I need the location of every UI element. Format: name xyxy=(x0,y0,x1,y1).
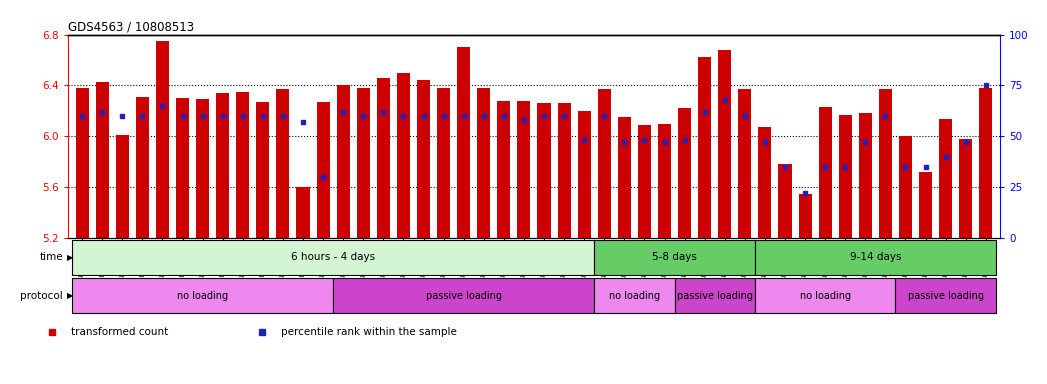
Bar xyxy=(296,187,310,238)
Bar xyxy=(618,117,631,238)
Bar xyxy=(779,164,792,238)
Bar xyxy=(257,102,269,238)
Bar xyxy=(598,89,610,238)
Bar xyxy=(979,88,993,238)
Bar xyxy=(878,89,892,238)
Text: percentile rank within the sample: percentile rank within the sample xyxy=(281,327,456,337)
Bar xyxy=(458,47,470,238)
Bar xyxy=(357,88,370,238)
Text: passive loading: passive loading xyxy=(908,291,984,301)
Bar xyxy=(755,240,996,275)
Bar xyxy=(919,172,932,238)
Bar xyxy=(674,278,755,313)
Bar xyxy=(558,103,571,238)
Bar xyxy=(377,78,389,238)
Bar xyxy=(237,92,249,238)
Bar xyxy=(176,98,190,238)
Bar xyxy=(658,124,671,238)
Text: time: time xyxy=(39,252,63,262)
Bar xyxy=(698,58,711,238)
Bar xyxy=(437,88,450,238)
Bar xyxy=(497,101,510,238)
Bar xyxy=(595,278,674,313)
Bar xyxy=(959,139,973,238)
Bar xyxy=(595,240,755,275)
Text: ▶: ▶ xyxy=(67,253,73,262)
Bar xyxy=(899,136,912,238)
Bar xyxy=(755,278,895,313)
Bar xyxy=(678,108,691,238)
Text: transformed count: transformed count xyxy=(71,327,169,337)
Text: passive loading: passive loading xyxy=(426,291,502,301)
Bar xyxy=(75,88,89,238)
Bar xyxy=(939,119,952,238)
Bar xyxy=(578,111,591,238)
Text: ▶: ▶ xyxy=(67,291,73,300)
Bar xyxy=(839,115,852,238)
Bar xyxy=(276,89,289,238)
Bar xyxy=(136,97,149,238)
Text: GDS4563 / 10808513: GDS4563 / 10808513 xyxy=(68,20,194,33)
Text: 9-14 days: 9-14 days xyxy=(849,252,901,262)
Bar xyxy=(72,278,333,313)
Text: 5-8 days: 5-8 days xyxy=(652,252,697,262)
Text: no loading: no loading xyxy=(800,291,851,301)
Bar xyxy=(196,99,209,238)
Bar xyxy=(116,135,129,238)
Bar xyxy=(337,86,350,238)
Bar xyxy=(738,89,752,238)
Text: no loading: no loading xyxy=(177,291,228,301)
Text: no loading: no loading xyxy=(608,291,660,301)
Bar xyxy=(895,278,996,313)
Bar xyxy=(72,240,595,275)
Text: passive loading: passive loading xyxy=(676,291,753,301)
Bar xyxy=(316,102,330,238)
Bar xyxy=(95,82,109,238)
Bar xyxy=(859,113,872,238)
Bar xyxy=(517,101,531,238)
Bar xyxy=(799,194,811,238)
Bar xyxy=(397,73,410,238)
Text: 6 hours - 4 days: 6 hours - 4 days xyxy=(291,252,375,262)
Bar xyxy=(819,107,831,238)
Bar xyxy=(333,278,595,313)
Bar xyxy=(537,103,551,238)
Bar xyxy=(417,80,430,238)
Bar xyxy=(758,127,772,238)
Bar xyxy=(638,125,651,238)
Text: protocol: protocol xyxy=(20,291,63,301)
Bar xyxy=(718,50,731,238)
Bar xyxy=(477,88,490,238)
Bar xyxy=(156,41,169,238)
Bar xyxy=(216,93,229,238)
